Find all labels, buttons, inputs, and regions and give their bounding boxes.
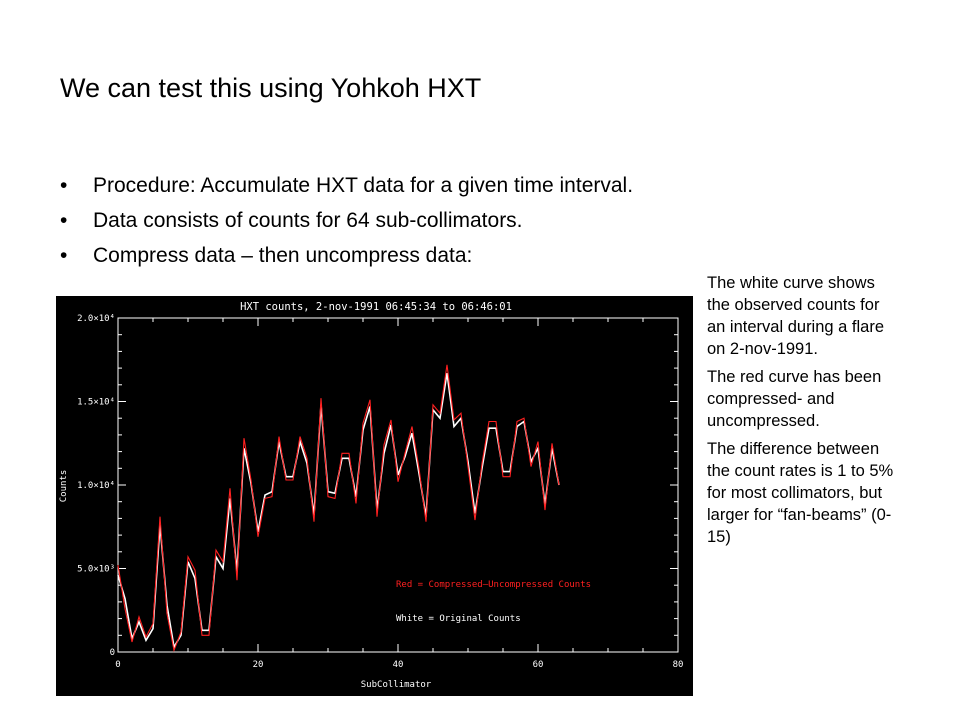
y-tick-label: 2.0×10⁴: [77, 314, 115, 324]
legend-red-annotation: Red = Compressed–Uncompressed Counts: [396, 580, 591, 590]
y-axis-label: Counts: [59, 470, 69, 503]
side-note: The white curve shows the observed count…: [707, 272, 899, 554]
x-axis-label: SubCollimator: [361, 680, 432, 690]
bullet-text: Compress data – then uncompress data:: [93, 244, 473, 267]
chart-title: HXT counts, 2-nov-1991 06:45:34 to 06:46…: [240, 301, 512, 313]
x-tick-label: 0: [115, 660, 120, 670]
y-tick-label: 1.0×10⁴: [77, 481, 115, 491]
series-group: [117, 364, 560, 653]
bullet-text: Data consists of counts for 64 sub-colli…: [93, 209, 523, 232]
legend-white-annotation: White = Original Counts: [396, 614, 521, 624]
note-red-curve: The red curve has been compressed- and u…: [707, 368, 882, 430]
bullet-item: • Data consists of counts for 64 sub-coll…: [56, 208, 836, 233]
x-tick-label: 60: [533, 660, 544, 670]
y-tick-label: 5.0×10³: [77, 565, 115, 575]
bullet-text: Procedure: Accumulate HXT data for a giv…: [93, 174, 634, 197]
bullet-item: • Compress data – then uncompress data:: [56, 243, 836, 268]
red-compressed-uncompressed-line: [117, 364, 560, 653]
bullet-dot: •: [60, 174, 68, 197]
note-white-curve: The white curve shows the observed count…: [707, 274, 885, 358]
bullet-item: • Procedure: Accumulate HXT data for a gi…: [56, 173, 836, 198]
axes-group: 0 20 40 60 80 0 5.0×10³ 1.0×10⁴ 1.5×10⁴ 2.0×10⁴: [77, 314, 683, 670]
hxt-counts-plot: HXT counts, 2-nov-1991 06:45:34 to 06:46…: [56, 296, 693, 696]
bullet-list: • Procedure: Accumulate HXT data for a gi…: [56, 173, 836, 278]
bullet-dot: •: [60, 244, 68, 267]
slide-title: We can test this using Yohkoh HXT: [60, 73, 482, 103]
x-tick-label: 40: [393, 660, 404, 670]
chart-svg: HXT counts, 2-nov-1991 06:45:34 to 06:46…: [59, 301, 683, 690]
y-tick-label: 1.5×10⁴: [77, 398, 115, 408]
white-original-counts-line: [117, 372, 560, 650]
y-tick-label: 0: [110, 648, 115, 658]
bullet-dot: •: [60, 209, 68, 232]
note-difference: The difference between the count rates i…: [707, 440, 894, 546]
x-tick-label: 20: [253, 660, 264, 670]
x-tick-label: 80: [673, 660, 684, 670]
plot-area-frame: [117, 317, 679, 653]
